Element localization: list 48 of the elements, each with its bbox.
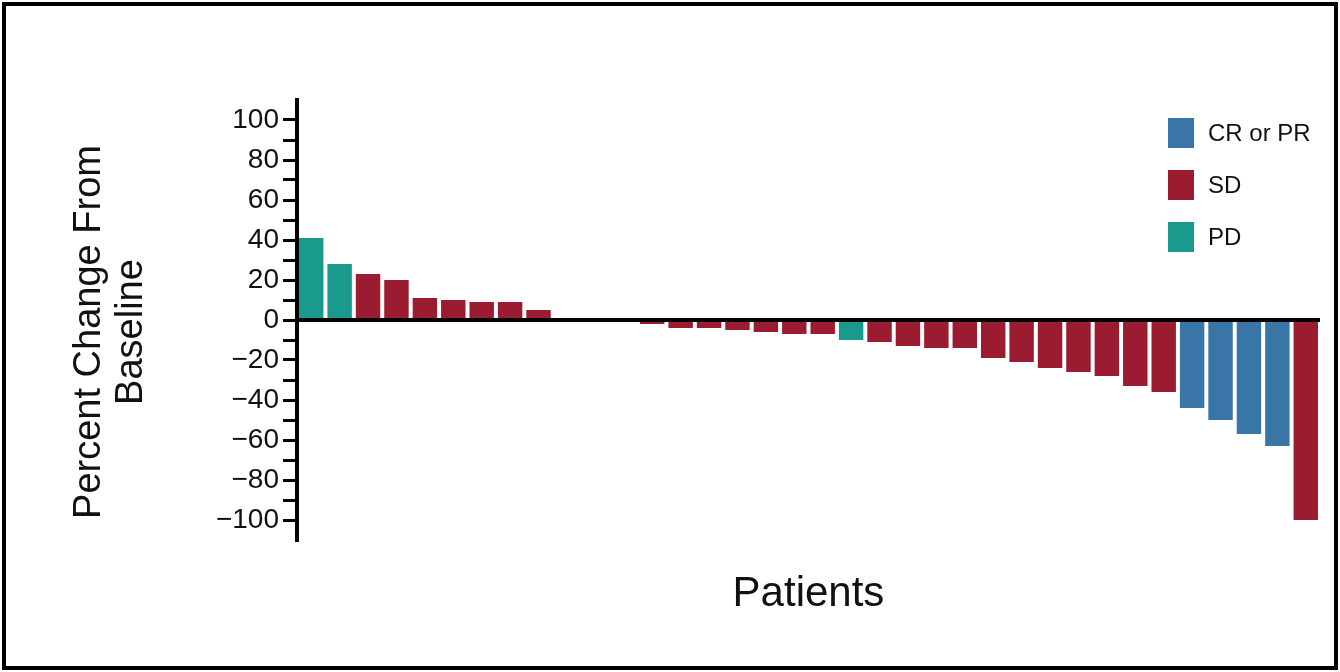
bar xyxy=(1236,321,1262,434)
bar xyxy=(355,274,381,319)
bar xyxy=(412,298,438,319)
y-tick-label: 40 xyxy=(247,222,279,254)
bar xyxy=(924,321,949,348)
bar xyxy=(441,300,466,319)
y-tick-label: −80 xyxy=(231,462,279,494)
bar xyxy=(696,321,722,328)
bar xyxy=(1094,321,1120,376)
bar xyxy=(1265,321,1290,446)
bar xyxy=(1293,321,1319,520)
y-tick-label: −100 xyxy=(215,502,279,534)
bar xyxy=(298,238,324,319)
bar xyxy=(782,321,807,334)
y-tick-label: 100 xyxy=(232,102,279,134)
x-axis-title: Patients xyxy=(731,568,886,616)
bar xyxy=(1009,321,1034,362)
y-tick-label: 80 xyxy=(247,142,279,174)
bar xyxy=(469,302,494,319)
bar xyxy=(1123,321,1148,386)
bar xyxy=(1179,321,1205,408)
bar xyxy=(1151,321,1176,392)
bar xyxy=(895,321,921,346)
y-tick-label: −40 xyxy=(231,382,279,414)
legend-label: SD xyxy=(1208,171,1242,199)
bar xyxy=(497,302,523,319)
legend-label: CR or PR xyxy=(1208,119,1311,147)
y-tick-label: 0 xyxy=(263,302,279,334)
bar xyxy=(1208,321,1233,420)
bar xyxy=(1066,321,1091,372)
bar xyxy=(838,321,864,340)
bar xyxy=(980,321,1006,358)
bar xyxy=(810,321,835,334)
y-tick-label: −60 xyxy=(231,422,279,454)
legend-label: PD xyxy=(1208,223,1242,251)
bar xyxy=(1037,321,1063,368)
bar xyxy=(526,310,551,319)
bar xyxy=(867,321,892,342)
bar xyxy=(327,264,352,319)
bar xyxy=(725,321,750,330)
y-axis-title: Percent Change From Baseline xyxy=(66,144,150,521)
bar xyxy=(952,321,978,348)
bar xyxy=(384,280,409,319)
bar xyxy=(753,321,779,332)
y-tick-label: 60 xyxy=(247,182,279,214)
bar xyxy=(668,321,693,328)
y-tick-label: 20 xyxy=(247,262,279,294)
y-tick-label: −20 xyxy=(231,342,279,374)
